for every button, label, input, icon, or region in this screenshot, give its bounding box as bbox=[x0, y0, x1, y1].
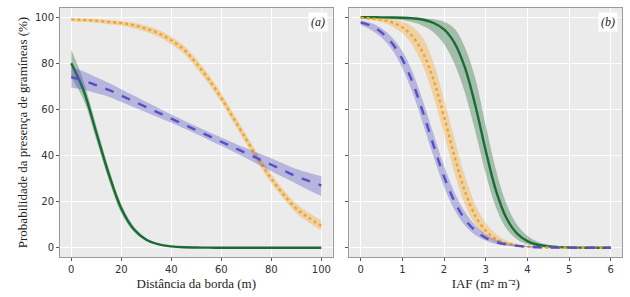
svg-text:IAF (m² m⁻²): IAF (m² m⁻²) bbox=[452, 276, 520, 291]
svg-text:0: 0 bbox=[48, 242, 54, 253]
svg-text:20: 20 bbox=[115, 264, 128, 275]
svg-text:5: 5 bbox=[566, 264, 572, 275]
svg-text:2: 2 bbox=[441, 264, 447, 275]
svg-text:Probabilidade da presença de g: Probabilidade da presença de gramíneas (… bbox=[15, 17, 30, 248]
svg-text:3: 3 bbox=[483, 264, 489, 275]
svg-text:20: 20 bbox=[41, 196, 54, 207]
svg-text:Distância da borda (m): Distância da borda (m) bbox=[137, 276, 256, 291]
svg-text:1: 1 bbox=[399, 264, 405, 275]
svg-text:60: 60 bbox=[41, 104, 54, 115]
svg-text:4: 4 bbox=[524, 264, 530, 275]
svg-text:60: 60 bbox=[215, 264, 228, 275]
svg-text:(a): (a) bbox=[311, 15, 325, 29]
svg-text:100: 100 bbox=[35, 12, 54, 23]
svg-text:(b): (b) bbox=[601, 15, 615, 29]
svg-text:100: 100 bbox=[312, 264, 331, 275]
svg-text:40: 40 bbox=[165, 264, 178, 275]
svg-text:80: 80 bbox=[41, 58, 54, 69]
svg-text:6: 6 bbox=[608, 264, 614, 275]
svg-text:0: 0 bbox=[68, 264, 74, 275]
svg-text:40: 40 bbox=[41, 150, 54, 161]
svg-text:0: 0 bbox=[357, 264, 363, 275]
svg-text:80: 80 bbox=[265, 264, 278, 275]
